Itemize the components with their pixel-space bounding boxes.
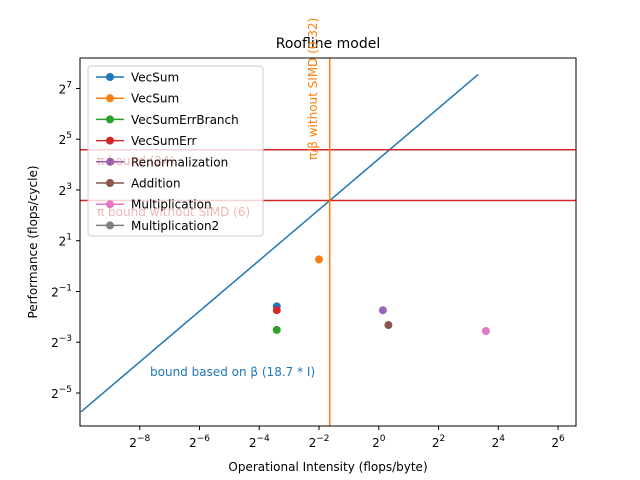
data-point: [272, 325, 281, 334]
y-tick-label: 23: [59, 182, 72, 198]
x-tick-label: 22: [432, 434, 445, 450]
legend-entry: VecSum: [131, 92, 179, 106]
legend-marker: [106, 136, 114, 145]
x-tick-label: 2−4: [249, 434, 270, 450]
legend-entry: Multiplication2: [131, 219, 219, 233]
y-tick-label: 2−1: [51, 283, 72, 299]
legend-entry: Multiplication: [131, 198, 212, 212]
compute-roof-label: π bound (24): [97, 154, 174, 168]
legend-marker: [106, 157, 114, 166]
x-tick-label: 2−2: [309, 434, 330, 450]
legend-marker: [106, 73, 114, 81]
data-point: [272, 306, 281, 315]
compute-roof-simd-label: π bound without SIMD (6): [97, 205, 250, 219]
data-point: [378, 306, 387, 315]
data-point: [384, 321, 393, 330]
y-tick-label: 25: [59, 131, 72, 147]
legend-entry: VecSumErr: [131, 134, 196, 148]
legend-entry: VecSum: [131, 71, 179, 85]
chart-title: Roofline model: [276, 36, 380, 52]
bandwidth-roof-line: [80, 74, 479, 413]
legend-marker: [106, 221, 114, 230]
y-axis-label: Performance (flops/cycle): [26, 165, 40, 318]
legend-box: [87, 65, 264, 237]
legend-marker: [106, 94, 114, 103]
legend-entry: Renormalization: [131, 155, 228, 169]
legend-marker: [106, 115, 114, 124]
x-tick-label: 26: [551, 434, 565, 450]
bandwidth-roof-label: bound based on β (18.7 * I): [150, 365, 315, 379]
y-tick-label: 2−5: [51, 385, 72, 401]
axis-ticks: 2−8 2−6 2−4 2−2 20 22 24 26 2−5 2−3 2−1 21 23 25 27: [51, 80, 565, 450]
y-tick-label: 27: [59, 80, 72, 96]
y-tick-label: 2−3: [51, 334, 72, 350]
legend-entry: Addition: [131, 177, 181, 191]
x-axis-label: Operational Intensity (flops/byte): [228, 460, 427, 474]
x-tick-label: 20: [372, 434, 386, 450]
data-point: [481, 326, 490, 335]
x-tick-label: 2−6: [189, 434, 210, 450]
legend-entry: VecSumErrBranch: [131, 113, 239, 127]
legend-marker: [106, 200, 114, 209]
x-tick-label: 2−8: [129, 434, 150, 450]
data-point: [315, 255, 324, 264]
legend-marker: [106, 179, 114, 187]
y-tick-label: 21: [59, 233, 72, 249]
x-tick-label: 24: [492, 434, 506, 450]
ridge-line-label: π/β without SIMD (0.32): [306, 18, 320, 160]
axes-frame: [79, 57, 577, 427]
legend: VecSum VecSum VecSumErrBranch VecSumErr Reno…: [87, 65, 264, 237]
